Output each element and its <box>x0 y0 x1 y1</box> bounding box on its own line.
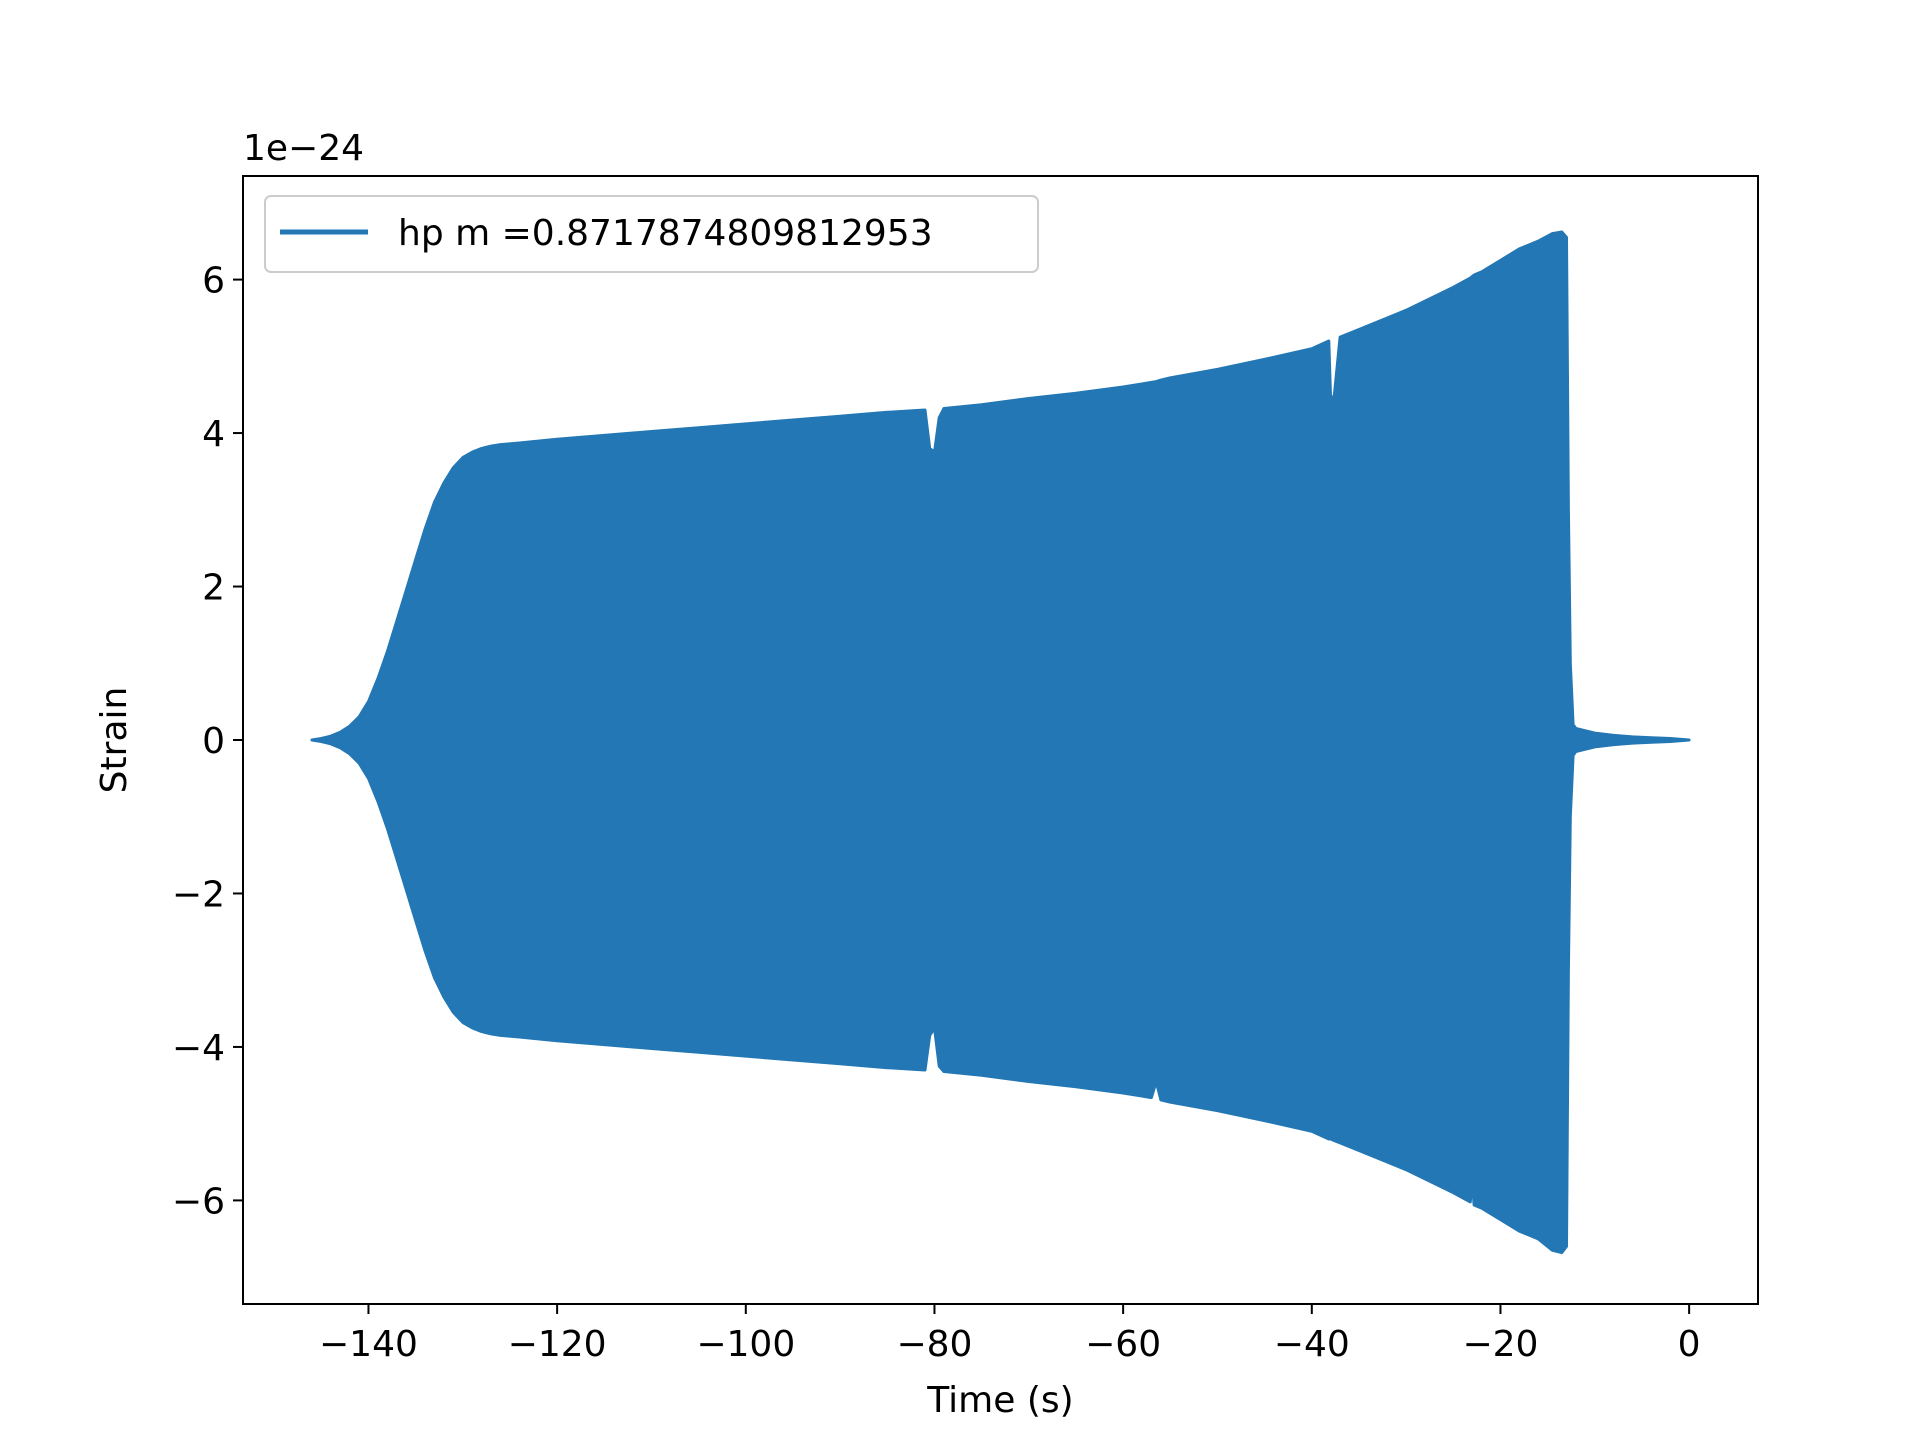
x-tick-label: −120 <box>508 1324 607 1365</box>
y-tick-label: 6 <box>202 261 225 302</box>
x-tick-label: −60 <box>1085 1324 1161 1365</box>
plot-area <box>310 230 1691 1255</box>
x-tick-label: −80 <box>896 1324 972 1365</box>
x-tick-label: −140 <box>319 1324 418 1365</box>
y-offset-label: 1e−24 <box>243 128 364 169</box>
legend-box <box>264 195 1039 273</box>
x-tick-label: −100 <box>696 1324 795 1365</box>
axes-frame <box>242 175 1759 1305</box>
legend: hp m =0.8717874809812953 <box>264 195 1039 273</box>
x-tick-label: 0 <box>1678 1324 1701 1365</box>
y-tick-label: −2 <box>172 874 225 915</box>
series-hp-waveform <box>310 230 1691 1255</box>
y-axis-label: Strain <box>94 687 135 794</box>
y-tick-label: 0 <box>202 721 225 762</box>
x-tick-label: −40 <box>1274 1324 1350 1365</box>
x-axis-label: Time (s) <box>926 1380 1073 1421</box>
y-tick-label: 2 <box>202 568 225 609</box>
x-tick-label: −20 <box>1462 1324 1538 1365</box>
y-tick-label: −4 <box>172 1028 225 1069</box>
y-tick-label: 4 <box>202 414 225 455</box>
y-tick-label: −6 <box>172 1181 225 1222</box>
legend-label: hp m =0.8717874809812953 <box>398 213 933 254</box>
